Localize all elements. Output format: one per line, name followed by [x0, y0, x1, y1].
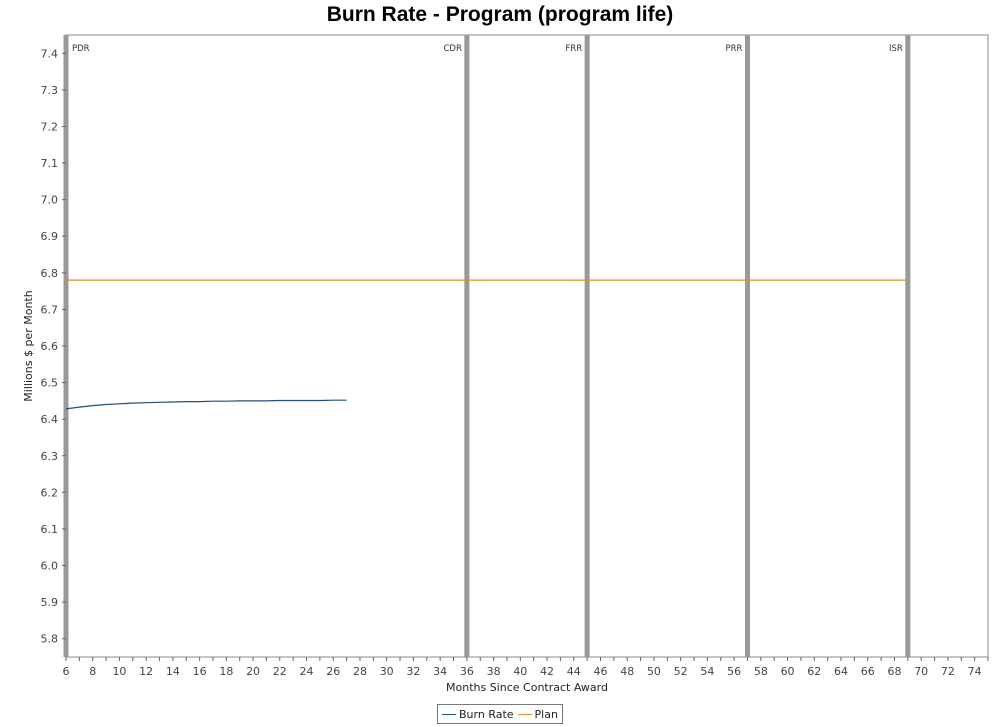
x-tick-label-28: 28 — [353, 665, 367, 678]
x-tick-label-36: 36 — [460, 665, 474, 678]
x-axis-title: Months Since Contract Award — [446, 681, 608, 694]
x-tick-label-8: 8 — [89, 665, 96, 678]
y-tick-label-6.9: 6.9 — [41, 230, 59, 243]
legend-label-burn-rate: Burn Rate — [459, 707, 514, 721]
legend: Burn Rate Plan — [437, 704, 563, 724]
x-tick-label-38: 38 — [487, 665, 501, 678]
series-layer — [65, 279, 908, 410]
x-tick-label-24: 24 — [300, 665, 314, 678]
y-tick-label-7.2: 7.2 — [41, 120, 59, 133]
x-tick-label-16: 16 — [193, 665, 207, 678]
x-tick-label-74: 74 — [968, 665, 982, 678]
milestone-bar-frr — [584, 35, 590, 657]
x-tick-label-60: 60 — [781, 665, 795, 678]
y-axis: 5.8 5.9 6.0 6.1 6.2 6.3 6.4 6.5 6.6 6.7 6.8 6.9 7.0 7… — [41, 47, 66, 646]
x-tick-label-48: 48 — [620, 665, 634, 678]
x-tick-label-72: 72 — [941, 665, 955, 678]
x-tick-label-58: 58 — [754, 665, 768, 678]
legend-swatch-burn-rate — [442, 713, 456, 715]
legend-item-burn-rate: Burn Rate — [442, 708, 514, 721]
x-tick-label-54: 54 — [700, 665, 714, 678]
x-tick-label-50: 50 — [647, 665, 661, 678]
x-tick-label-22: 22 — [273, 665, 287, 678]
milestone-label-cdr: CDR — [443, 44, 461, 54]
milestone-label-pdr: PDR — [72, 44, 90, 54]
x-tick-label-62: 62 — [807, 665, 821, 678]
y-tick-label-6.8: 6.8 — [41, 267, 59, 280]
x-tick-label-12: 12 — [139, 665, 153, 678]
x-tick-label-56: 56 — [727, 665, 741, 678]
milestone-label-prr: PRR — [726, 44, 743, 54]
milestone-bar-prr — [744, 35, 750, 657]
x-tick-label-44: 44 — [567, 665, 581, 678]
x-tick-label-32: 32 — [406, 665, 420, 678]
chart-title: Burn Rate - Program (program life) — [326, 3, 674, 26]
x-tick-label-70: 70 — [914, 665, 928, 678]
y-tick-label-5.9: 5.9 — [41, 596, 59, 609]
plot-background — [65, 34, 989, 658]
y-tick-label-6.1: 6.1 — [41, 523, 59, 536]
x-tick-label-14: 14 — [166, 665, 180, 678]
y-tick-label-6.2: 6.2 — [41, 486, 59, 499]
milestone-bar-isr — [905, 35, 911, 657]
y-tick-label-6.7: 6.7 — [41, 303, 59, 316]
y-axis-title: Millions $ per Month — [22, 290, 35, 401]
x-tick-label-40: 40 — [513, 665, 527, 678]
legend-swatch-plan — [517, 713, 532, 715]
x-tick-label-42: 42 — [540, 665, 554, 678]
y-tick-label-6.5: 6.5 — [41, 377, 59, 390]
y-tick-label-7.0: 7.0 — [41, 194, 59, 207]
x-axis: 6 8 10 12 14 16 18 20 22 24 26 28 30 32 34 36 38 40 42 44 46… — [63, 657, 989, 678]
x-tick-label-18: 18 — [219, 665, 233, 678]
y-tick-label-6.4: 6.4 — [41, 413, 59, 426]
y-tick-label-7.1: 7.1 — [41, 157, 59, 170]
x-tick-label-34: 34 — [433, 665, 447, 678]
x-tick-label-52: 52 — [674, 665, 688, 678]
y-tick-label-6.6: 6.6 — [41, 340, 59, 353]
x-tick-label-10: 10 — [112, 665, 126, 678]
x-tick-label-46: 46 — [593, 665, 607, 678]
x-tick-label-6: 6 — [63, 665, 70, 678]
milestone-bar-cdr — [464, 35, 470, 657]
series-line-burn-rate — [65, 399, 347, 410]
x-tick-label-30: 30 — [380, 665, 394, 678]
x-tick-label-20: 20 — [246, 665, 260, 678]
y-tick-label-7.3: 7.3 — [41, 84, 59, 97]
milestone-label-frr: FRR — [565, 44, 582, 54]
y-tick-label-7.4: 7.4 — [41, 47, 59, 60]
legend-item-plan: Plan — [517, 707, 558, 721]
x-tick-label-26: 26 — [326, 665, 340, 678]
x-tick-label-68: 68 — [887, 665, 901, 678]
y-tick-label-5.8: 5.8 — [41, 633, 59, 646]
x-tick-label-66: 66 — [861, 665, 875, 678]
y-tick-label-6.0: 6.0 — [41, 560, 59, 573]
y-tick-label-6.3: 6.3 — [41, 450, 59, 463]
legend-label-plan: Plan — [534, 707, 558, 721]
milestone-label-isr: ISR — [889, 44, 903, 54]
x-tick-label-64: 64 — [834, 665, 848, 678]
